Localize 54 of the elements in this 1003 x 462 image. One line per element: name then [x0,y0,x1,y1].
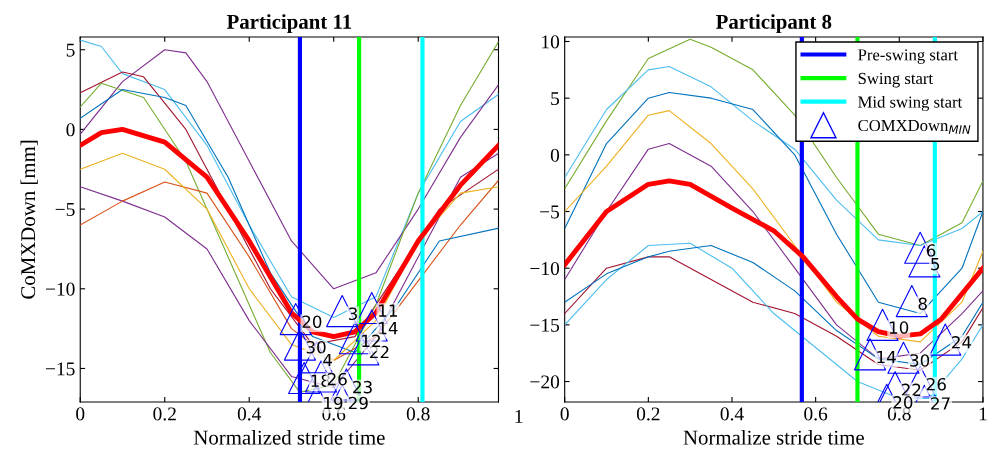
x-tick-label: 0.2 [153,407,176,421]
annotation: 20 [302,315,322,329]
legend-label: COMXDown$_{MIN}$ [858,119,971,134]
x-tick-label: 0.8 [406,407,430,421]
y-tick-label: −5 [540,205,560,219]
annotation: 30 [910,354,930,367]
annotation: 14 [379,322,398,335]
annotation: 29 [348,396,368,410]
chart-title: Participant 8 [716,14,832,34]
chart-title: Participant 11 [226,14,352,34]
y-tick-label: −10 [45,282,75,296]
x-tick-label: 0.2 [636,407,660,421]
annotation: 5 [931,258,940,271]
y-tick-label: 0 [66,123,75,137]
annotation: 27 [931,397,950,410]
annotation: 22 [901,383,921,396]
annotation: 24 [952,335,972,349]
y-tick-label: 0 [550,148,560,162]
annotation: 22 [370,345,389,359]
annotation: 4 [323,353,333,367]
x-axis-title: Normalize stride time [683,429,864,445]
y-tick-label: −15 [45,362,75,376]
x-tick-label: 0.4 [237,407,262,421]
annotation: 8 [918,297,927,311]
annotation: 3 [349,307,357,321]
annotation: 10 [889,321,909,334]
x-tick-label: 0.8 [887,407,911,421]
ref-line-label: Swing start [858,72,933,88]
annotation: 6 [926,244,936,257]
x-tick-label: 0 [560,407,569,421]
x-tick-label: 1 [979,407,987,421]
point [326,295,359,328]
x-tick-label: 0 [76,407,85,421]
y-axis-title: CoMXDown [mm] [20,140,38,299]
y-tick-label: 10 [542,35,560,49]
annotation: 20 [893,396,913,409]
y-tick-label: −15 [530,318,560,332]
annotation: 11 [379,304,397,317]
x-tick-label: 0.6 [804,407,828,421]
y-tick-label: −5 [55,203,75,217]
y-tick-label: −10 [530,262,560,276]
x-tick-label: 0.4 [720,407,744,421]
annotation: 14 [877,350,896,364]
y-tick-label: 5 [551,92,560,106]
y-tick-label: 5 [66,43,75,57]
ref-line-label: Pre-swing start [858,49,958,64]
annotation: 12 [362,334,380,347]
x-axis-title: Normalized stride time [193,429,385,445]
ref-line-label: Mid swing start [858,95,963,112]
y-tick-label: −20 [530,375,560,389]
annotation: 30 [306,340,326,354]
annotation: 23 [353,380,372,394]
annotation: 26 [926,377,946,391]
line-series [564,91,983,315]
